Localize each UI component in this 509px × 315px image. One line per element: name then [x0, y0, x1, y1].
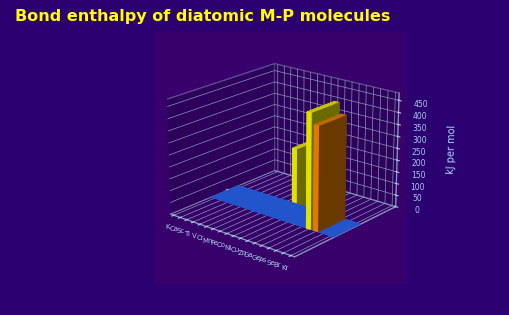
- Text: Bond enthalpy of diatomic M-P molecules: Bond enthalpy of diatomic M-P molecules: [15, 9, 390, 25]
- Text: www.webelements.com: www.webelements.com: [213, 261, 398, 275]
